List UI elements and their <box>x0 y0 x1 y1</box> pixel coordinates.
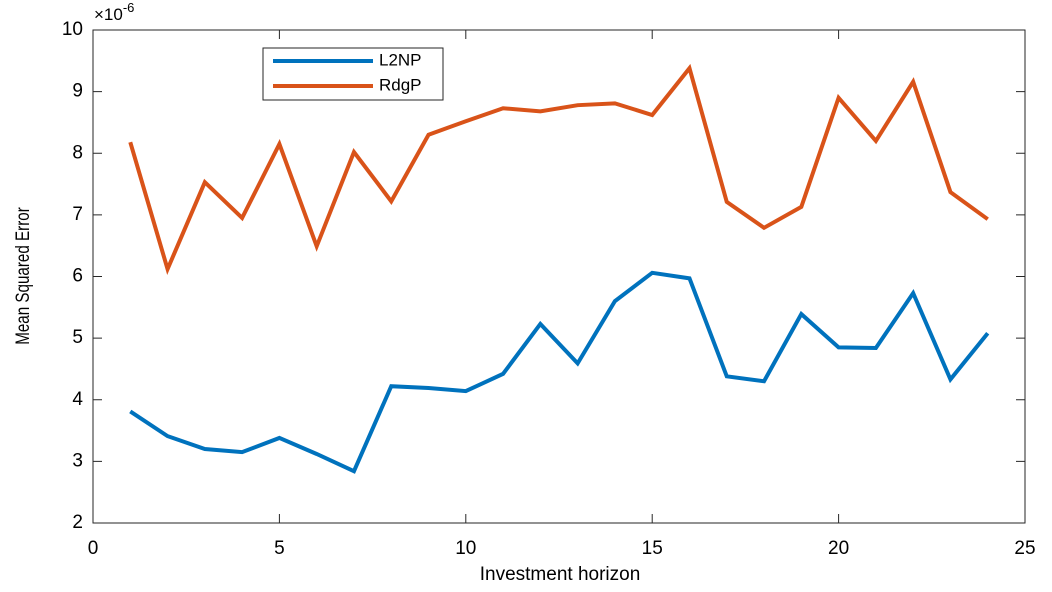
y-tick-label: 7 <box>72 204 83 225</box>
x-tick-label: 20 <box>828 538 849 559</box>
plot-frame <box>92 29 1026 524</box>
y-tick-label: 8 <box>72 142 83 163</box>
x-tick-label: 25 <box>1014 538 1035 559</box>
x-tick-label: 10 <box>455 538 476 559</box>
data-line <box>128 63 989 276</box>
y-tick-label: 5 <box>72 327 83 348</box>
legend-label: RdgP <box>379 75 422 94</box>
y-tick-label: 2 <box>72 512 83 533</box>
y-tick-label: 6 <box>72 266 83 287</box>
y-tick-label: 10 <box>62 19 83 40</box>
legend: L2NP RdgP <box>262 47 444 101</box>
x-tick-label: 0 <box>88 538 99 559</box>
y-multiplier-exponent: -6 <box>123 0 135 15</box>
y-multiplier: ×10-6 <box>94 0 134 24</box>
y-multiplier-base: ×10 <box>94 5 123 24</box>
x-tick-label: 5 <box>274 538 285 559</box>
y-tick-label: 9 <box>72 81 83 102</box>
y-tick-label: 4 <box>72 389 83 410</box>
y-axis-label: Mean Squared Error <box>11 207 33 345</box>
legend-box <box>262 47 444 101</box>
y-tick-label: 3 <box>72 450 83 471</box>
data-line <box>129 270 990 474</box>
x-axis-label: Investment horizon <box>480 564 641 585</box>
legend-label: L2NP <box>379 50 422 69</box>
x-tick-label: 15 <box>642 538 663 559</box>
